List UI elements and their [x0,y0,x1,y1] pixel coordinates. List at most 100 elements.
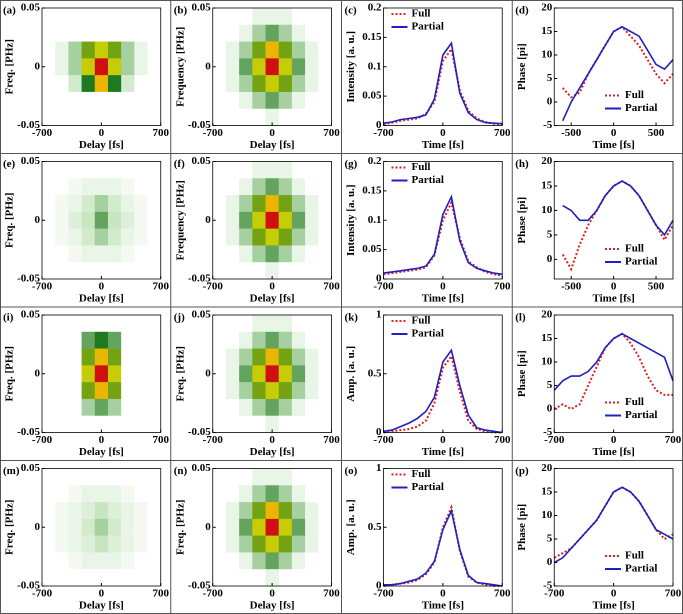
heat-cell [305,58,319,76]
heat-cell [239,178,253,196]
series-line [561,25,674,122]
heat-cell [265,262,280,280]
heat-cell [42,315,56,333]
series-line [383,199,503,277]
heat-cell [42,552,56,570]
y-tick-label: 0.15 [362,31,382,43]
y-tick-label: 15 [541,25,553,37]
x-tick-label: 700 [323,127,340,139]
heat-cell [305,398,319,417]
heat-cell [134,211,148,229]
heat-cell [278,161,293,179]
heat-cell [212,382,227,400]
heat-cell [239,415,253,433]
heat-cell [134,24,148,42]
panel-label: (l) [515,312,526,324]
heat-cell [134,91,148,110]
heat-cell [239,468,253,486]
heat-cell [318,365,332,383]
heat-cell [68,245,82,263]
x-tick-label: 0 [99,588,105,600]
heat-cell [318,178,332,196]
heat-cell [225,24,240,42]
heat-cell [212,415,227,433]
heat-cell [225,485,240,503]
heat-cell [239,315,253,333]
heat-cell [121,211,135,229]
heat-cell [81,24,96,42]
heat-cell [81,262,96,280]
heat-cell [134,8,148,26]
x-tick-label: 0 [269,588,275,600]
heat-cell [42,365,56,383]
heat-cell [291,552,306,570]
y-tick-label: 1 [376,462,382,474]
heat-cell [134,228,148,246]
heat-cell [278,24,293,42]
x-tick-label: 0 [611,434,617,446]
heat-cell [55,178,69,196]
y-tick-label: 10 [541,356,553,368]
heat-cell [305,262,319,280]
heat-cell [94,211,109,229]
heat-cell [305,552,319,570]
heat-cell [55,262,69,280]
heat-cell [134,75,148,93]
heat-cell [68,468,82,486]
heat-cell [278,331,293,349]
heat-cell [107,348,122,366]
heat-cell [121,502,135,520]
y-tick-label: 0.15 [362,184,382,196]
heat-cell [291,365,306,383]
heat-cell [318,415,332,433]
y-axis-label: Freq. [PHz] [4,193,16,248]
y-axis-label: Freq. [PHz] [174,500,186,555]
x-tick-label: 700 [494,281,511,293]
series-line [383,508,503,587]
heat-cell [42,502,56,520]
heat-cell [121,108,135,126]
heat-cell [318,331,332,349]
x-axis-label: Time [fs] [592,139,634,151]
panel-label: (j) [174,312,185,324]
panel-label: (a) [3,5,16,17]
heat-cell [147,569,162,587]
y-tick-label: 0.1 [368,60,382,72]
heat-cell [225,415,240,433]
x-tick-label: 700 [153,588,170,600]
heat-cell [68,24,82,42]
x-tick-label: -700 [373,434,394,446]
heat-cell [94,468,109,486]
heat-cell [252,178,266,196]
y-tick-label: 0.05 [192,462,212,474]
y-tick-label: -5 [543,580,553,592]
heat-cell [305,108,319,126]
heat-cell [318,108,332,126]
heat-cell [121,485,135,503]
series-line [383,503,503,587]
heat-cell [225,331,240,349]
x-tick-label: 700 [153,127,170,139]
heat-cell [107,485,122,503]
y-tick-label: -0.05 [188,426,211,438]
heat-cell [212,315,227,333]
heat-cell [212,58,227,76]
heat-cell [42,24,56,42]
y-tick-label: 0.2 [368,155,382,167]
heat-cell [305,331,319,349]
x-tick-label: 0 [99,281,105,293]
x-tick-label: 0 [611,281,617,293]
heat-cell [265,108,280,126]
heat-cell [318,569,332,587]
y-tick-label: 10 [541,204,553,216]
heat-cell [55,552,69,570]
heat-cell [225,315,240,333]
heat-cell [252,365,266,383]
y-tick-label: 0 [35,521,41,533]
heat-cell [107,178,122,196]
y-tick-label: 20 [541,462,553,474]
heat-cell [291,415,306,433]
heat-cell [278,518,293,536]
panel-label: (o) [345,465,358,477]
